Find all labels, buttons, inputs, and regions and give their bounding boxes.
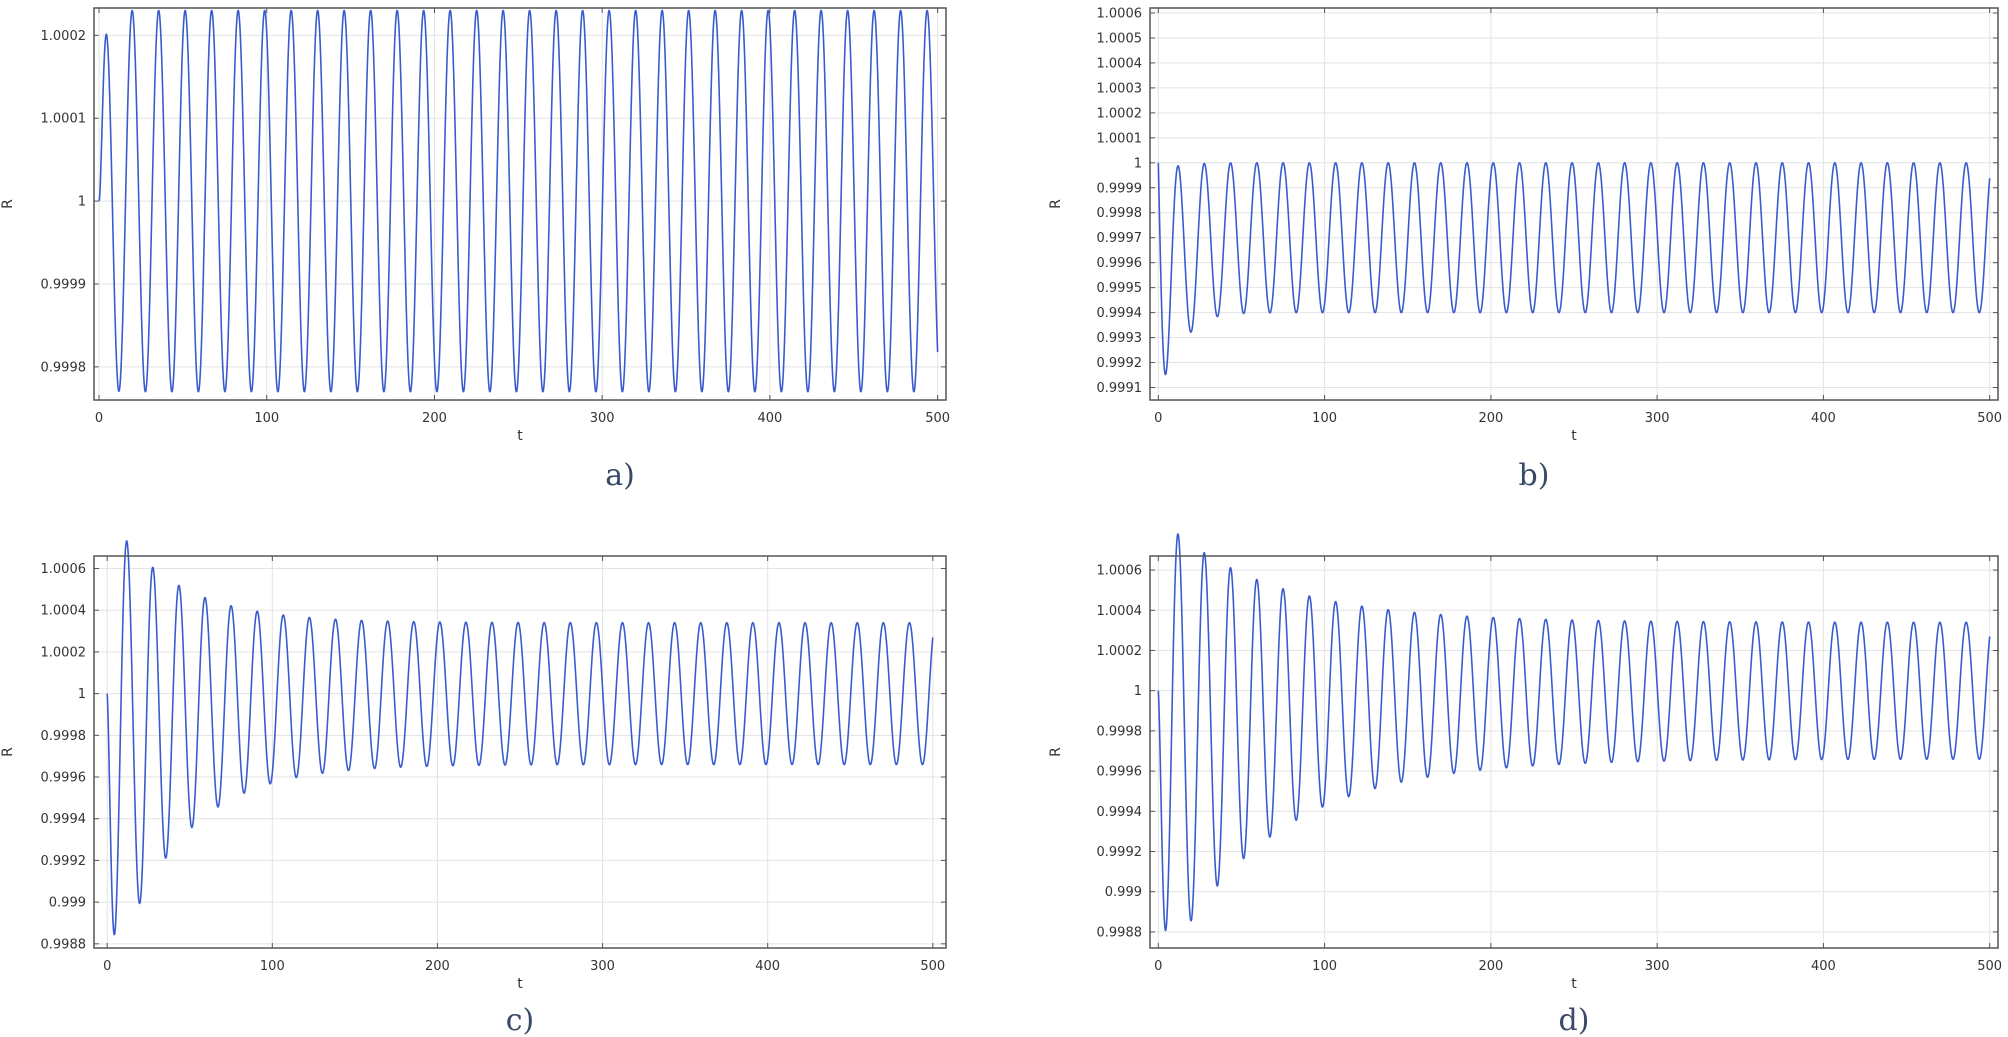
y-tick-label: 0.9992 xyxy=(41,854,87,869)
y-tick-label: 0.9998 xyxy=(41,729,87,744)
x-tick-label: 0 xyxy=(1154,959,1162,974)
y-tick-label: 0.9988 xyxy=(41,937,87,952)
x-tick-label: 300 xyxy=(1645,411,1670,426)
y-tick-label: 0.9996 xyxy=(1097,765,1143,780)
y-tick-label: 0.9996 xyxy=(1097,256,1143,271)
y-tick-label: 0.9996 xyxy=(41,771,87,786)
y-tick-label: 0.9995 xyxy=(1097,281,1143,296)
panel-c: 0.9988 0.999 0.9992 0.9994 0.9996 0.9998 1 1.00… xyxy=(0,540,947,1037)
y-tick-label: 0.9998 xyxy=(1097,724,1143,739)
panel-caption: a) xyxy=(605,458,635,493)
x-tick-label: 300 xyxy=(590,959,615,974)
y-tick-label: 0.9997 xyxy=(1097,231,1143,246)
plot-frame xyxy=(93,7,947,401)
y-tick-label: 0.9994 xyxy=(1097,306,1143,321)
x-tick-label: 200 xyxy=(422,411,447,426)
y-tick-label: 1.0004 xyxy=(41,604,87,619)
x-axis-title: t xyxy=(517,976,523,992)
x-tick-label: 400 xyxy=(1811,411,1836,426)
series-line-R xyxy=(1157,533,1991,932)
x-tick-label: 200 xyxy=(425,959,450,974)
plot-frame xyxy=(1149,7,1999,401)
x-tick-label: 0 xyxy=(1154,411,1162,426)
x-tick-label: 300 xyxy=(1645,959,1670,974)
x-tick-label: 400 xyxy=(755,959,780,974)
panel-a: 0.9998 0.9999 1 1.0001 1.0002 0 100 200 300 400 50… xyxy=(0,7,950,493)
y-tick-label: 1.0002 xyxy=(1097,106,1143,121)
panel-caption: c) xyxy=(506,1003,535,1037)
y-tick-label: 0.9999 xyxy=(1097,181,1143,196)
y-tick-label: 1.0005 xyxy=(1097,31,1143,46)
x-axis-title: t xyxy=(517,428,523,444)
x-tick-label: 500 xyxy=(925,411,950,426)
y-tick-label: 0.999 xyxy=(1105,885,1142,900)
y-tick-label: 1.0006 xyxy=(1097,6,1143,21)
y-tick-label: 1.0002 xyxy=(41,645,87,660)
y-tick-label: 1.0002 xyxy=(1097,644,1143,659)
y-tick-label: 0.9998 xyxy=(41,360,87,375)
y-tick-label: 0.9991 xyxy=(1097,381,1143,396)
y-axis-title: R xyxy=(0,747,16,757)
y-tick-label: 0.9999 xyxy=(41,277,87,292)
plot-frame xyxy=(93,555,947,949)
x-tick-label: 0 xyxy=(103,959,111,974)
y-axis-title: R xyxy=(0,199,16,209)
panel-caption: b) xyxy=(1519,458,1550,493)
y-tick-label: 1.0004 xyxy=(1097,56,1143,71)
y-tick-label: 1 xyxy=(1134,156,1142,171)
plot-area xyxy=(1150,556,1998,948)
x-axis-title: t xyxy=(1571,976,1577,992)
y-tick-label: 0.9993 xyxy=(1097,331,1143,346)
x-axis-title: t xyxy=(1571,428,1577,444)
y-tick-label: 1.0003 xyxy=(1097,81,1143,96)
x-tick-label: 300 xyxy=(590,411,615,426)
series-line-R xyxy=(106,540,934,936)
x-tick-label: 100 xyxy=(1312,959,1337,974)
y-tick-label: 1.0001 xyxy=(41,112,87,127)
y-tick-label: 1 xyxy=(1134,684,1142,699)
x-tick-label: 400 xyxy=(757,411,782,426)
y-tick-label: 0.9992 xyxy=(1097,356,1143,371)
y-tick-label: 0.9994 xyxy=(41,812,87,827)
x-tick-label: 100 xyxy=(260,959,285,974)
x-tick-label: 200 xyxy=(1478,411,1503,426)
y-tick-label: 0.9998 xyxy=(1097,206,1143,221)
y-tick-label: 1 xyxy=(78,195,86,210)
y-tick-label: 1.0001 xyxy=(1097,131,1143,146)
x-tick-label: 100 xyxy=(1312,411,1337,426)
y-tick-label: 0.9994 xyxy=(1097,805,1143,820)
series-line-R xyxy=(98,9,939,393)
x-tick-label: 400 xyxy=(1811,959,1836,974)
x-tick-label: 200 xyxy=(1478,959,1503,974)
x-tick-label: 100 xyxy=(254,411,279,426)
y-tick-label: 1.0006 xyxy=(1097,564,1143,579)
x-tick-label: 500 xyxy=(1977,411,2002,426)
y-axis-title: R xyxy=(1048,747,1064,757)
y-tick-label: 0.9988 xyxy=(1097,925,1143,940)
y-axis-title: R xyxy=(1048,199,1064,209)
y-tick-label: 1.0004 xyxy=(1097,604,1143,619)
panel-caption: d) xyxy=(1559,1003,1590,1037)
plot-area xyxy=(94,556,946,948)
panel-d: 0.9988 0.999 0.9992 0.9994 0.9996 0.9998 1 1.00… xyxy=(1048,533,2002,1037)
y-tick-label: 1 xyxy=(78,687,86,702)
y-tick-label: 0.999 xyxy=(49,896,86,911)
plot-area xyxy=(1150,8,1998,400)
y-tick-label: 1.0002 xyxy=(41,29,87,44)
y-tick-label: 1.0006 xyxy=(41,562,87,577)
x-tick-label: 500 xyxy=(920,959,945,974)
x-tick-label: 0 xyxy=(95,411,103,426)
y-tick-label: 0.9992 xyxy=(1097,845,1143,860)
x-tick-label: 500 xyxy=(1977,959,2002,974)
series-line-R xyxy=(1157,162,1991,376)
panel-b: 0.9991 0.9992 0.9993 0.9994 0.9995 0.9996 0.99… xyxy=(1048,6,2002,493)
plot-frame xyxy=(1149,555,1999,949)
